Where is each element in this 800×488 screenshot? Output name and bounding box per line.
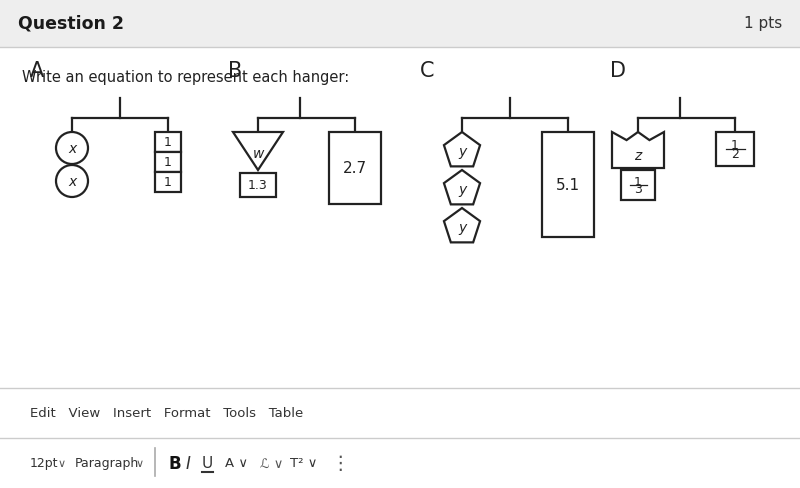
Bar [542,133,594,238]
Text: y: y [458,145,466,159]
Text: ℒ ∨: ℒ ∨ [260,457,283,469]
Text: Paragraph: Paragraph [75,457,139,469]
Circle shape [56,165,88,198]
Text: Write an equation to represent each hanger:: Write an equation to represent each hang… [22,70,350,85]
Text: A ∨: A ∨ [225,457,248,469]
Text: 2.7: 2.7 [343,161,367,176]
Text: x: x [68,175,76,189]
Text: z: z [634,149,642,163]
Bar [155,173,181,193]
Text: y: y [458,183,466,197]
Text: 1: 1 [164,136,172,149]
Polygon shape [444,133,480,167]
Text: 1: 1 [164,156,172,169]
Text: T² ∨: T² ∨ [290,457,318,469]
Polygon shape [444,171,480,205]
Text: U: U [202,456,214,470]
Bar [155,133,181,153]
Bar [621,171,655,201]
Bar [155,153,181,173]
Text: y: y [458,221,466,235]
Text: Edit   View   Insert   Format   Tools   Table: Edit View Insert Format Tools Table [30,407,303,420]
Text: ∨: ∨ [58,458,66,468]
Polygon shape [444,208,480,243]
Bar [329,133,381,204]
Text: 1.3: 1.3 [248,179,268,192]
Text: C: C [420,61,434,81]
Text: 1: 1 [731,139,739,152]
Bar [0,0,800,48]
Text: 1 pts: 1 pts [744,17,782,31]
Text: 2: 2 [731,147,739,161]
Circle shape [56,133,88,164]
Text: ∨: ∨ [136,458,144,468]
Text: I: I [186,454,191,472]
Polygon shape [233,133,283,171]
Text: 1: 1 [634,175,642,188]
Text: Question 2: Question 2 [18,15,124,33]
Bar [716,133,754,167]
Text: B: B [168,454,181,472]
Text: w: w [252,146,264,161]
Text: 3: 3 [634,183,642,196]
Text: A: A [30,61,44,81]
Text: D: D [610,61,626,81]
Text: 1: 1 [164,176,172,189]
Text: 12pt: 12pt [30,457,58,469]
Polygon shape [612,133,664,169]
Text: 5.1: 5.1 [556,178,580,193]
Bar [240,174,276,198]
Text: ⋮: ⋮ [330,453,350,472]
Text: B: B [228,61,242,81]
Text: x: x [68,142,76,156]
